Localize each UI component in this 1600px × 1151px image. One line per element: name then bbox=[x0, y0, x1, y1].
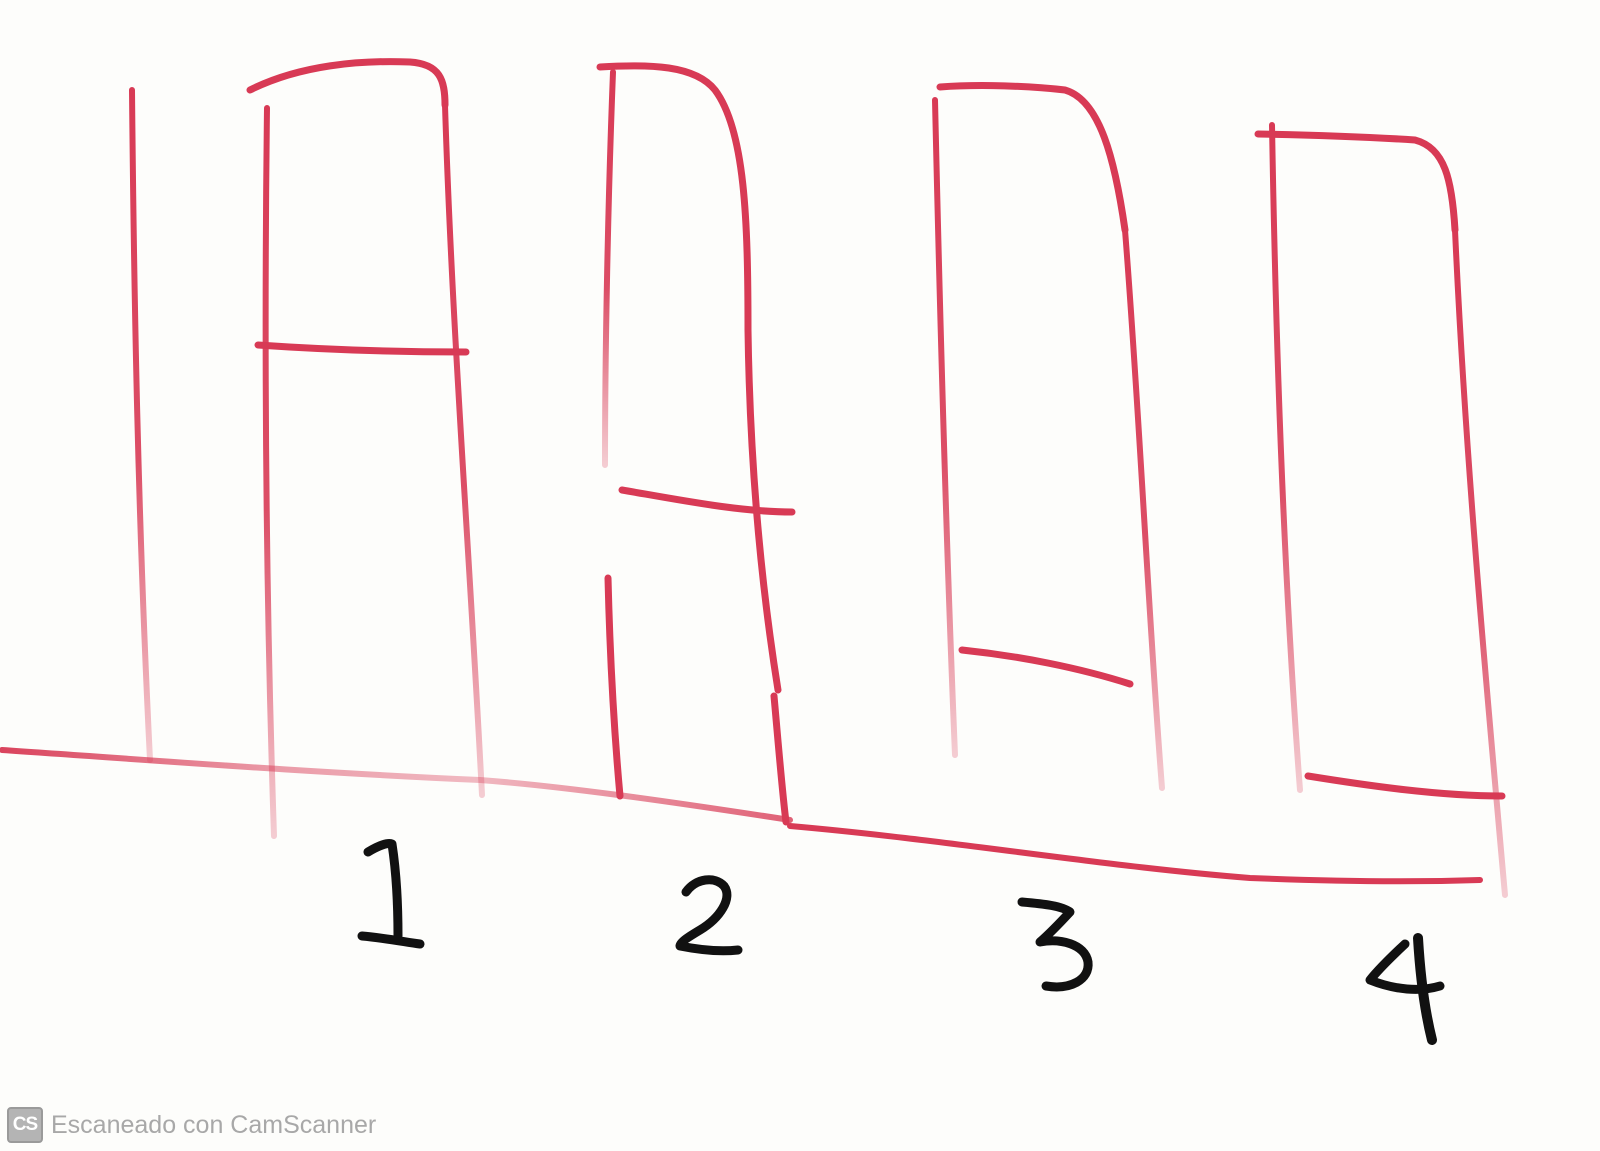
stage-1-level-line bbox=[254, 341, 470, 356]
stage-label-4: 4 bbox=[1405, 984, 1411, 995]
stage-label-2: 2 bbox=[705, 910, 711, 921]
stage-3-level-line bbox=[958, 646, 1134, 688]
watermark-text: Escaneado con CamScanner bbox=[51, 1110, 377, 1139]
stage-4-vessel bbox=[1254, 122, 1508, 898]
stage-number-1-glyph bbox=[357, 839, 425, 949]
stage-2-level-line bbox=[618, 486, 796, 516]
stage-2-vessel bbox=[596, 62, 796, 826]
ground-line-right bbox=[787, 823, 1483, 885]
stage-1-vessel bbox=[246, 58, 485, 839]
stage-label-3: 3 bbox=[1057, 938, 1063, 949]
stage-number-3-glyph bbox=[1017, 897, 1093, 992]
camscanner-logo-icon: CS bbox=[7, 1107, 43, 1143]
camscanner-watermark: CS Escaneado con CamScanner bbox=[7, 1105, 376, 1145]
stage-3-vessel bbox=[932, 82, 1165, 791]
stage-number-4-glyph bbox=[1365, 933, 1445, 1045]
left-wall-line bbox=[129, 87, 153, 763]
stage-4-level-line bbox=[1304, 772, 1506, 800]
stage-label-1: 1 bbox=[389, 897, 395, 908]
stage-number-2-glyph bbox=[675, 875, 743, 956]
ground-line-left bbox=[0, 747, 793, 823]
